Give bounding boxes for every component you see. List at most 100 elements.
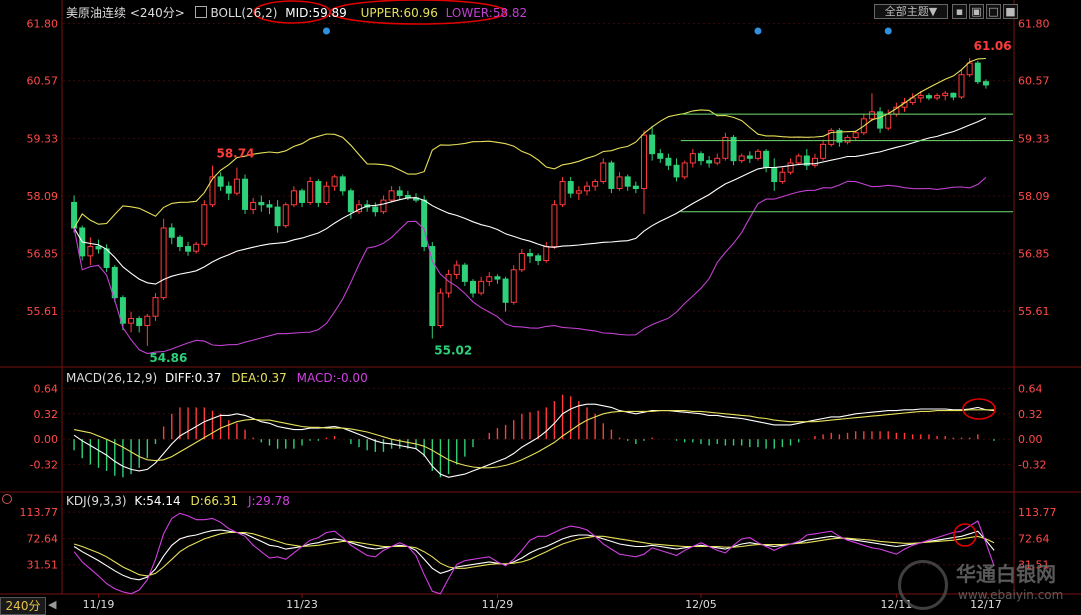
watermark: 华通白银网 www.ebaiyin.com	[848, 556, 1073, 612]
candle-body	[706, 160, 713, 164]
candle-body	[527, 253, 533, 257]
nav-left-icon[interactable]: ◀	[48, 598, 57, 611]
candle-body	[152, 297, 159, 317]
candle-body	[697, 153, 704, 162]
candle-body	[942, 92, 949, 97]
macd-tick-left: 0.32	[34, 408, 59, 421]
candle-body	[559, 181, 566, 206]
period-tag[interactable]: 240分	[0, 597, 46, 615]
candle-body	[608, 162, 615, 190]
boll-lower-line	[73, 176, 987, 355]
candle-body	[396, 190, 403, 196]
theme-dropdown[interactable]: 全部主题▼	[874, 4, 948, 19]
candle-body	[217, 176, 224, 187]
candle-body	[494, 276, 501, 280]
window-button-4[interactable]: ■	[1003, 4, 1018, 19]
candle-body	[242, 178, 249, 210]
boll-upper: UPPER:60.96	[360, 6, 438, 20]
price-tick-left: 60.57	[27, 75, 59, 88]
boll-label: BOLL(26,2)	[210, 6, 278, 20]
candle-body	[966, 62, 973, 76]
candle-body	[470, 280, 477, 294]
watermark-text: 华通白银网	[956, 562, 1056, 586]
candle-body	[339, 176, 346, 192]
period-tag-label: 240分	[5, 599, 41, 613]
boll-upper-line	[73, 57, 986, 229]
kdj-tick-left: 31.51	[27, 559, 59, 572]
price-tick-right: 59.33	[1018, 132, 1050, 145]
window-button-3[interactable]: □	[986, 4, 1001, 19]
price-tick-left: 59.33	[27, 132, 59, 145]
candle-body	[673, 164, 680, 178]
candle-body	[689, 153, 696, 164]
price-tick-left: 55.61	[27, 305, 59, 318]
candle-body	[453, 264, 460, 275]
candle-body	[502, 278, 509, 303]
macd-value: MACD:-0.00	[296, 371, 368, 385]
candle-body	[811, 157, 818, 166]
candle-body	[209, 176, 216, 206]
candle-body	[600, 162, 607, 183]
candle-body	[795, 155, 802, 164]
candle-body	[551, 204, 558, 248]
candle-body	[714, 157, 721, 164]
candle-body	[388, 190, 395, 201]
candle-body	[779, 171, 786, 183]
candle-body	[87, 246, 94, 257]
candle-body	[575, 190, 582, 194]
macd-dea-line	[73, 409, 995, 469]
candle-body	[730, 136, 737, 162]
kdj-settings-icon[interactable]	[2, 494, 12, 504]
candle-body	[917, 95, 924, 99]
boll-lower: LOWER:58.82	[445, 6, 528, 20]
candle-body	[380, 199, 387, 213]
boll-mid: MID:59.89	[285, 6, 347, 20]
event-marker	[754, 27, 762, 35]
macd-diff-line	[73, 403, 995, 478]
low-annotation: 55.02	[434, 344, 472, 358]
symbol-name: 美原油连续	[66, 6, 127, 20]
candle-body	[315, 181, 322, 203]
high-annotation: 61.06	[974, 39, 1012, 53]
candle-body	[624, 176, 631, 187]
candle-body	[445, 273, 452, 294]
candle-body	[974, 62, 981, 83]
candle-body	[193, 243, 200, 252]
x-tick-label: 11/29	[482, 598, 514, 611]
window-button-2[interactable]: ▣	[969, 4, 984, 19]
event-marker	[322, 27, 330, 35]
kdj-tick-right: 31.51	[1018, 559, 1050, 572]
candle-body	[738, 155, 745, 162]
candle-body	[657, 153, 664, 159]
macd-tick-left: -0.32	[30, 459, 58, 472]
candle-body	[128, 318, 135, 324]
price-tick-left: 56.85	[27, 248, 59, 261]
candle-body	[233, 178, 240, 194]
candle-body	[429, 246, 436, 327]
candle-body	[461, 264, 468, 282]
macd-label: MACD(26,12,9)	[66, 371, 158, 385]
macd-tick-left: 0.64	[34, 382, 59, 395]
period-label: <240分>	[129, 6, 185, 20]
candle-body	[583, 185, 590, 192]
candle-body	[372, 206, 379, 213]
candle-body	[266, 204, 273, 208]
candle-body	[478, 280, 485, 294]
boll-icon	[194, 6, 207, 18]
kdj-tick-right: 72.64	[1018, 532, 1050, 545]
candle-body	[820, 143, 827, 159]
window-button-1[interactable]: ▪	[952, 4, 967, 19]
candle-body	[160, 227, 167, 299]
price-tick-right: 61.80	[1018, 18, 1050, 31]
candle-body	[844, 136, 851, 143]
candle-body	[640, 134, 647, 189]
candle-body	[543, 246, 550, 261]
candle-body	[828, 129, 835, 145]
candle-body	[982, 81, 989, 86]
candle-body	[144, 315, 151, 327]
highlight-upper-lower	[329, 0, 507, 25]
candle-body	[877, 111, 884, 129]
price-tick-right: 56.85	[1018, 248, 1050, 261]
x-tick-label: 11/19	[83, 598, 115, 611]
macd-tick-right: 0.64	[1018, 382, 1043, 395]
